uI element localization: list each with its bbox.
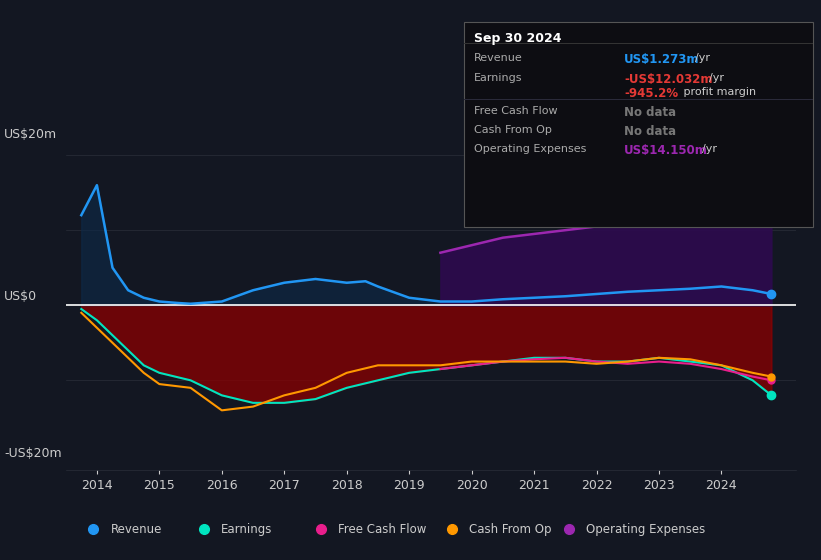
Text: US$1.273m: US$1.273m: [624, 53, 699, 66]
Text: -945.2%: -945.2%: [624, 87, 678, 100]
Text: Revenue: Revenue: [111, 522, 162, 536]
Text: /yr: /yr: [702, 144, 717, 155]
Text: -US$20m: -US$20m: [4, 447, 62, 460]
Text: US$20m: US$20m: [4, 128, 57, 141]
Text: Cash From Op: Cash From Op: [469, 522, 552, 536]
Text: No data: No data: [624, 106, 676, 119]
Text: Free Cash Flow: Free Cash Flow: [474, 106, 557, 116]
Text: Free Cash Flow: Free Cash Flow: [338, 522, 426, 536]
Text: Operating Expenses: Operating Expenses: [474, 144, 586, 155]
Text: Operating Expenses: Operating Expenses: [586, 522, 705, 536]
Text: US$14.150m: US$14.150m: [624, 144, 708, 157]
Text: /yr: /yr: [695, 53, 709, 63]
Text: -US$12.032m: -US$12.032m: [624, 73, 713, 86]
Text: Earnings: Earnings: [221, 522, 273, 536]
Text: Sep 30 2024: Sep 30 2024: [474, 32, 562, 45]
Text: No data: No data: [624, 125, 676, 138]
Text: profit margin: profit margin: [680, 87, 756, 97]
Text: Cash From Op: Cash From Op: [474, 125, 552, 135]
Text: Earnings: Earnings: [474, 73, 522, 83]
Text: US$0: US$0: [4, 290, 37, 304]
Text: Revenue: Revenue: [474, 53, 522, 63]
Text: /yr: /yr: [709, 73, 724, 83]
